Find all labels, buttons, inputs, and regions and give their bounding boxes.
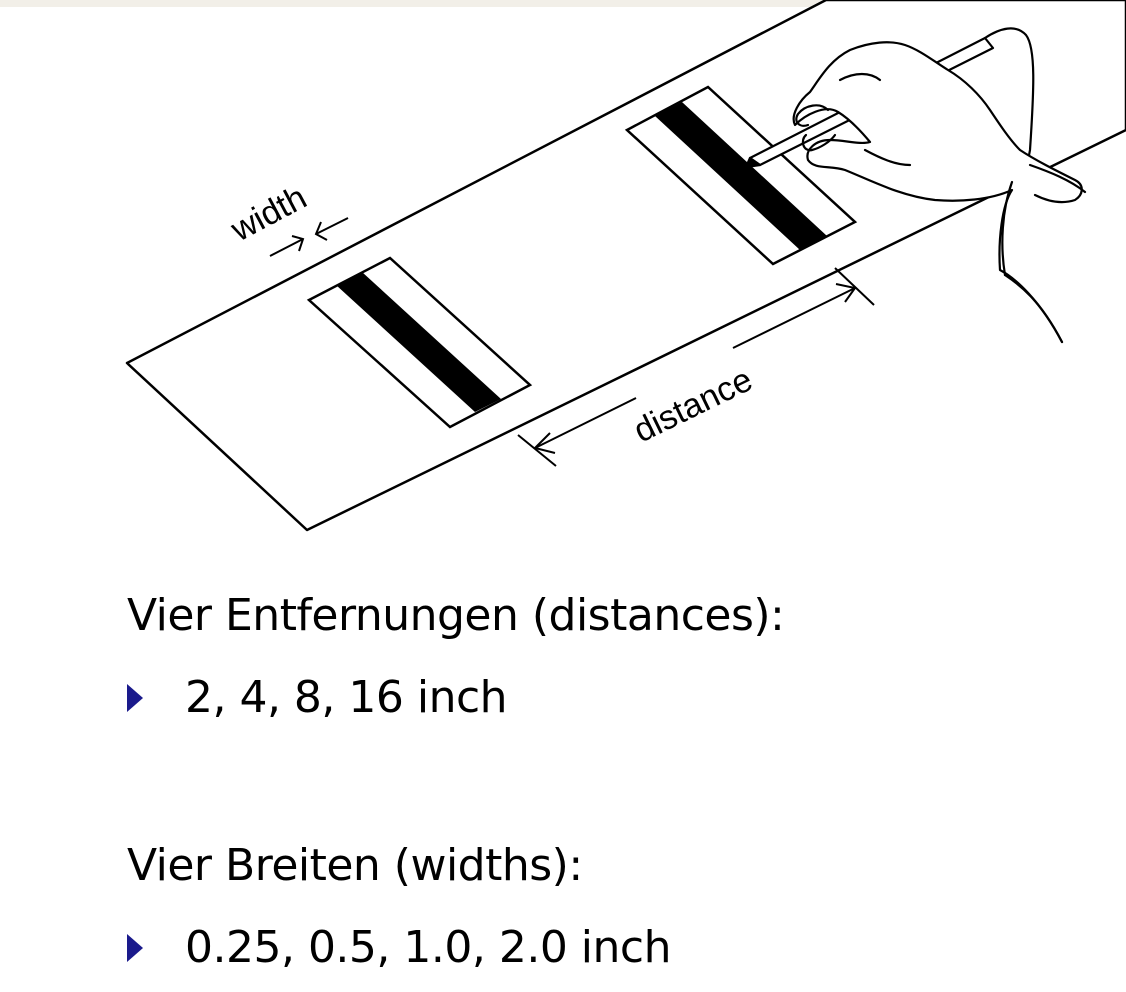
distances-heading: Vier Entfernungen (distances): [127, 590, 785, 641]
widths-heading: Vier Breiten (widths): [127, 840, 583, 891]
distances-bullet: 2, 4, 8, 16 inch [127, 672, 508, 723]
top-strip [0, 0, 1126, 7]
hand-with-pen-illustration [744, 27, 1087, 344]
widths-values: 0.25, 0.5, 1.0, 2.0 inch [185, 922, 672, 973]
distances-values: 2, 4, 8, 16 inch [185, 672, 508, 723]
triangle-bullet-icon [127, 683, 143, 712]
left-target [306, 256, 533, 429]
distance-label: distance [628, 361, 758, 451]
distance-dimension [517, 267, 875, 467]
triangle-bullet-icon [127, 933, 143, 962]
paper-sheet [125, 0, 1126, 532]
widths-bullet: 0.25, 0.5, 1.0, 2.0 inch [127, 922, 672, 973]
width-dimension [269, 217, 349, 257]
right-target [624, 85, 858, 266]
fitts-task-diagram: width distance [125, 0, 1126, 532]
